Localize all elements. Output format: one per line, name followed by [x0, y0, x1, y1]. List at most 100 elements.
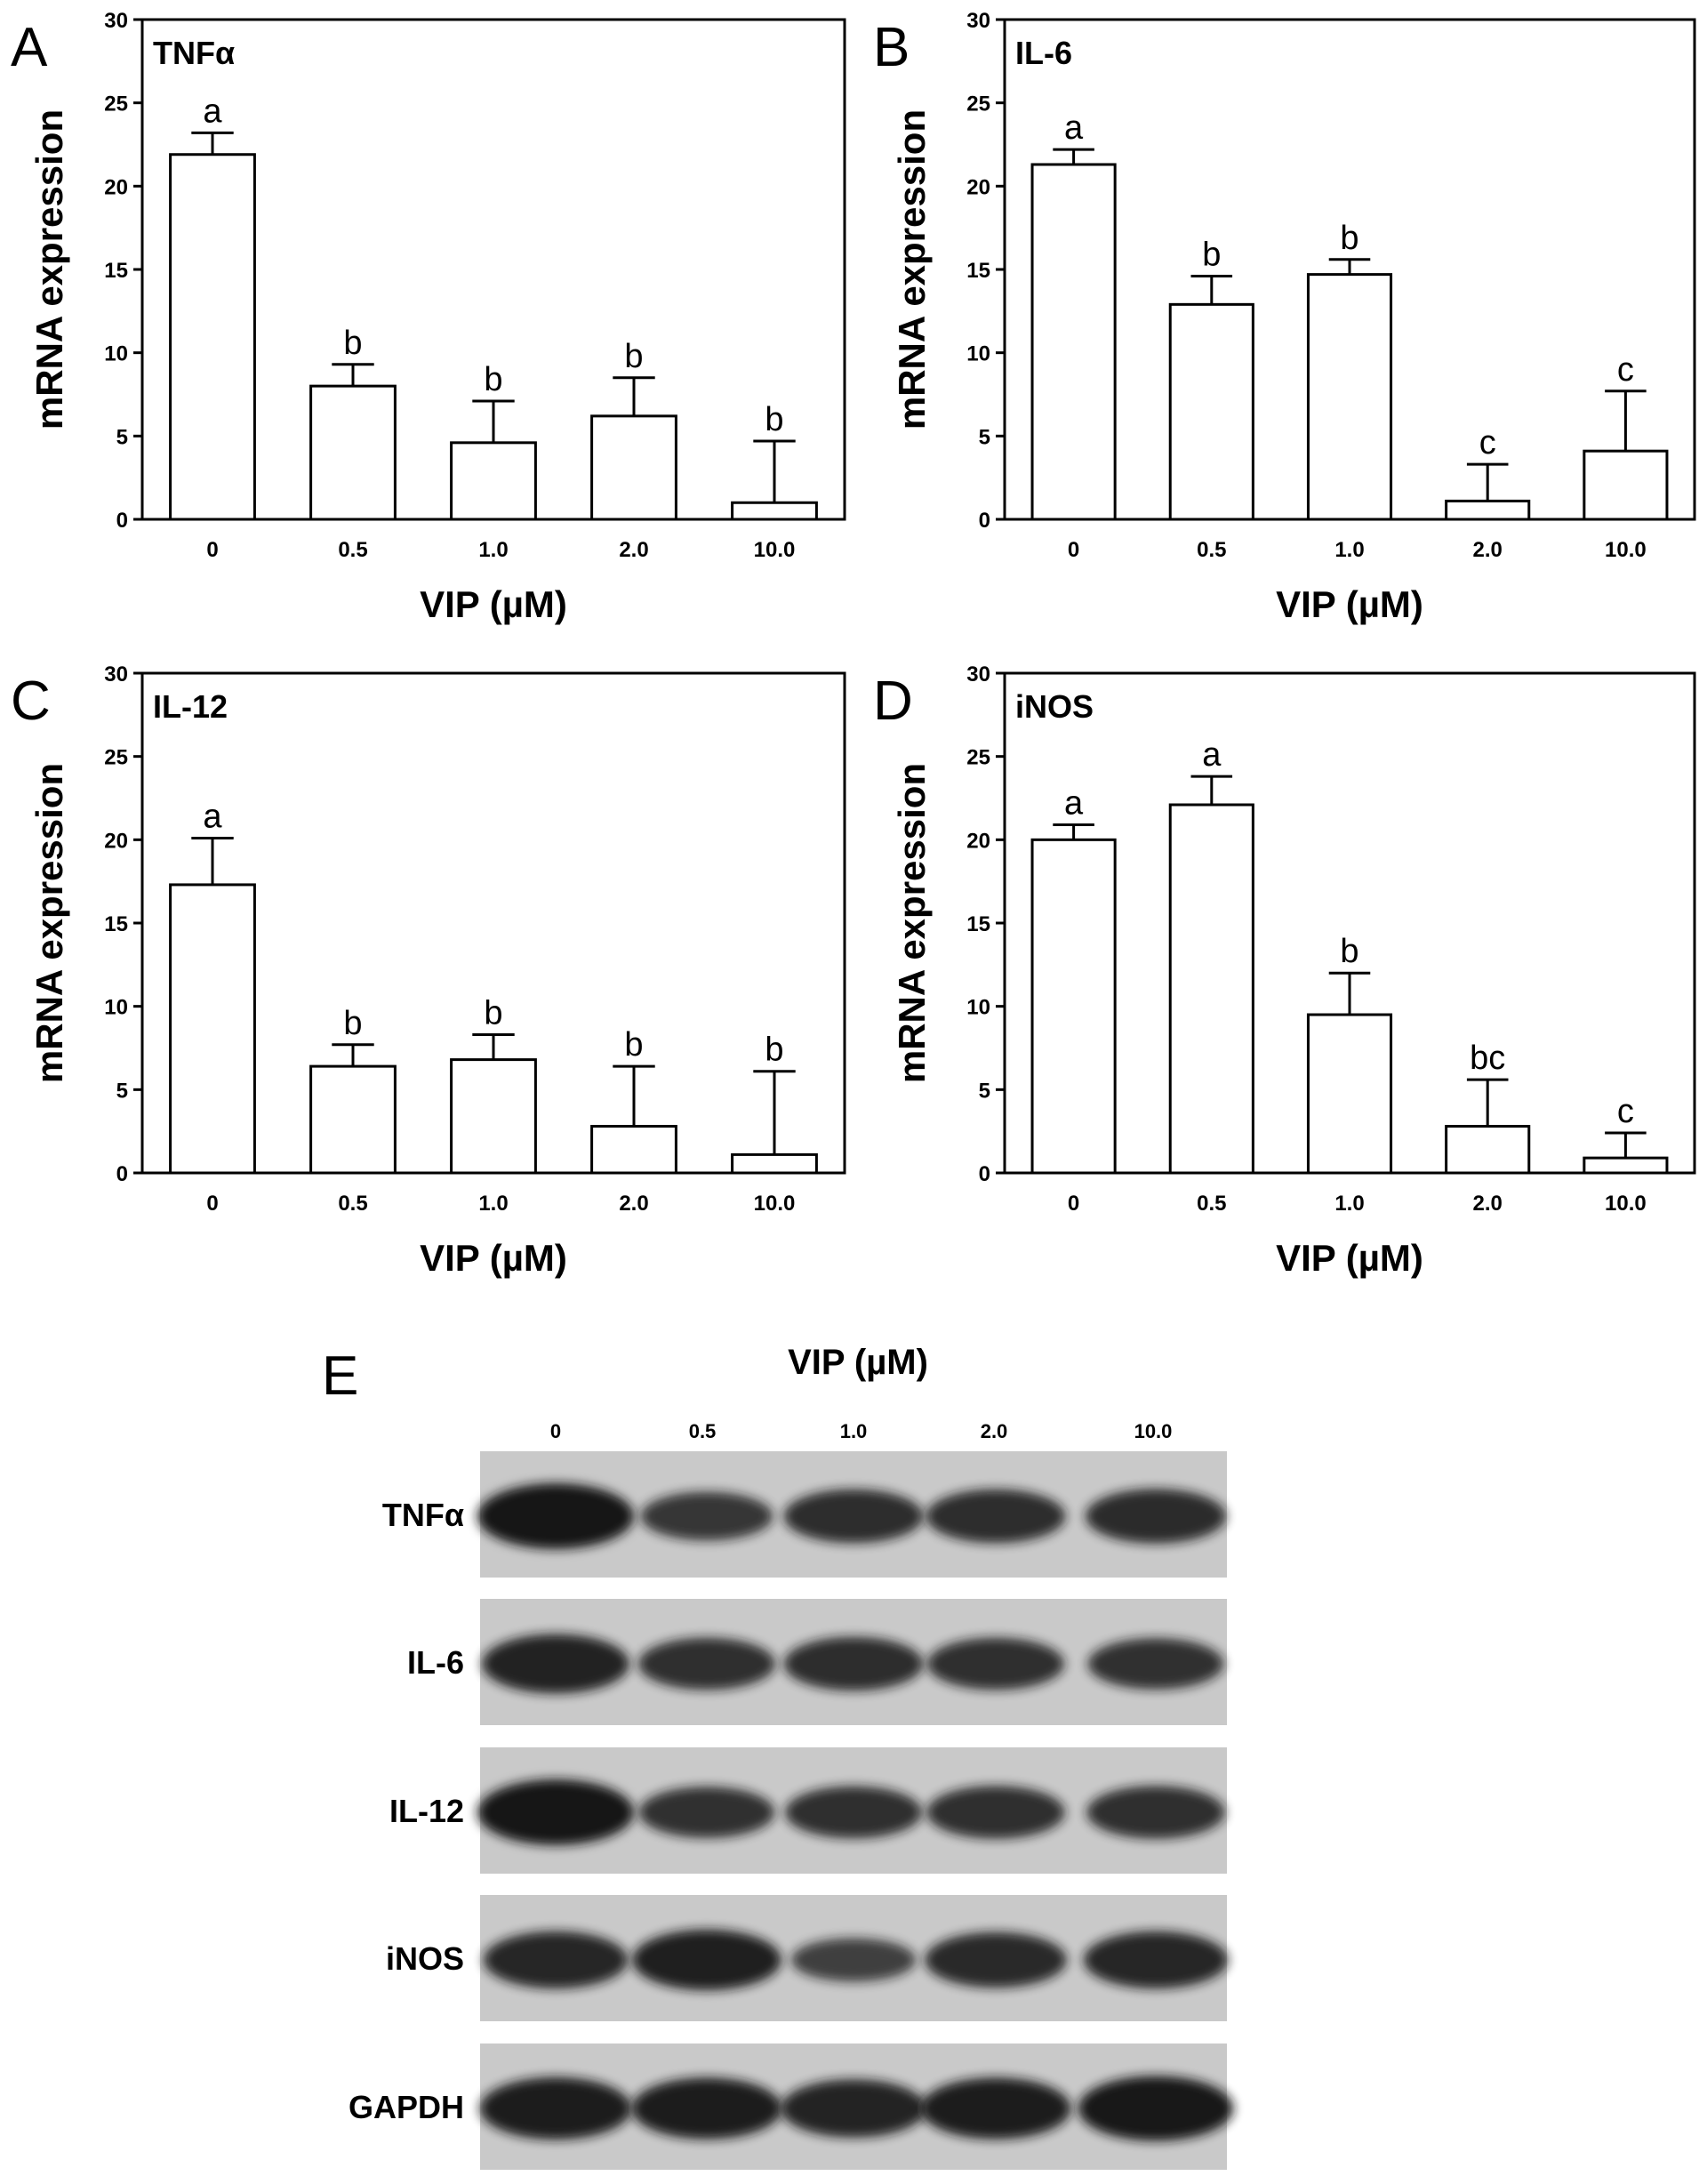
significance-letter: a: [1064, 109, 1084, 147]
bar-10.0: [1583, 1156, 1669, 1175]
blot-band: [925, 1931, 1067, 1988]
bar-0.5: [309, 384, 397, 521]
x-tick-label: 0.5: [1197, 538, 1226, 562]
y-tick-label: 25: [966, 92, 990, 116]
blot-row-label: TNFα: [382, 1497, 464, 1533]
blot-lane-label: 1.0: [840, 1420, 868, 1442]
significance-letter: b: [1340, 220, 1358, 257]
western-blot-panel: E VIP (µM) 0 0.5 1.0 2.0 10.0 TNFα IL-6 IL-12 iNOS…: [322, 1343, 1234, 2170]
x-tick-label: 0: [206, 1192, 218, 1216]
y-tick-label: 10: [966, 996, 990, 1020]
bar-charts: A TNFα 0 5 10 15 20 25 30 mRNA expression a 0 b 0.5 b 1…: [11, 9, 1696, 1279]
y-tick-label: 30: [966, 9, 990, 33]
blot-lane-label: 0: [550, 1420, 561, 1442]
blot-band: [790, 1938, 917, 1982]
chart-panel-a: A TNFα 0 5 10 15 20 25 30 mRNA expression a 0 b 0.5 b 1…: [11, 9, 846, 625]
y-tick-label: 30: [104, 662, 128, 687]
blot-row-inos: iNOS: [386, 1895, 1229, 2021]
significance-letter: a: [203, 798, 222, 835]
bar-0: [169, 883, 256, 1175]
bar-0.5: [1168, 803, 1254, 1175]
bar-2.0: [590, 414, 677, 521]
y-tick-label: 0: [116, 509, 128, 533]
bar-10.0: [731, 501, 818, 521]
significance-letter: a: [203, 92, 222, 130]
y-tick-label: 0: [979, 509, 990, 533]
x-axis-label: VIP (µM): [420, 583, 567, 625]
significance-letter: bc: [1470, 1040, 1505, 1077]
blot-band: [920, 2077, 1071, 2140]
y-tick-label: 20: [104, 829, 128, 853]
y-tick-label: 5: [979, 425, 990, 449]
bar-0: [169, 153, 256, 521]
x-axis-label: VIP (µM): [1276, 1237, 1423, 1279]
blot-band: [784, 1786, 923, 1839]
blot-row-il-12: IL-12: [389, 1747, 1227, 1874]
y-axis-label: mRNA expression: [891, 763, 933, 1083]
blot-band: [631, 2077, 782, 2140]
significance-letter: c: [1617, 351, 1634, 389]
bar-0.5: [309, 1064, 397, 1175]
x-tick-label: 0: [206, 538, 218, 562]
blot-row-gapdh: GAPDH: [349, 2043, 1234, 2170]
x-axis-label: VIP (µM): [1276, 583, 1423, 625]
blot-band: [477, 1483, 634, 1549]
x-tick-label: 2.0: [619, 1192, 648, 1216]
blot-band: [926, 1489, 1066, 1544]
x-axis-label: VIP (µM): [420, 1237, 567, 1279]
x-tick-label: 0: [1068, 1192, 1079, 1216]
blot-band: [632, 1929, 781, 1991]
blot-band: [783, 1489, 924, 1544]
panel-letter: C: [11, 670, 51, 732]
blot-band: [781, 2079, 926, 2138]
panel-letter: B: [873, 17, 910, 78]
y-tick-label: 25: [966, 746, 990, 770]
y-tick-label: 15: [966, 912, 990, 936]
x-tick-label: 2.0: [1473, 1192, 1503, 1216]
x-tick-label: 2.0: [619, 538, 648, 562]
blot-band: [483, 1931, 629, 1989]
bar-2.0: [590, 1125, 677, 1175]
y-tick-label: 0: [979, 1162, 990, 1186]
y-tick-label: 20: [104, 175, 128, 199]
significance-letter: a: [1064, 784, 1084, 822]
y-tick-label: 0: [116, 1162, 128, 1186]
bar-0: [1030, 838, 1117, 1175]
y-tick-label: 25: [104, 746, 128, 770]
significance-letter: b: [765, 1032, 783, 1069]
significance-letter: b: [1340, 933, 1358, 970]
y-tick-label: 10: [104, 342, 128, 366]
significance-letter: c: [1617, 1093, 1634, 1130]
y-tick-label: 10: [966, 342, 990, 366]
blot-band: [482, 1634, 629, 1694]
x-tick-label: 1.0: [478, 538, 508, 562]
panel-letter: D: [873, 670, 913, 732]
blot-band: [638, 1787, 775, 1838]
significance-letter: b: [765, 401, 783, 438]
blot-row-il-6: IL-6: [407, 1599, 1227, 1725]
y-tick-label: 5: [979, 1079, 990, 1103]
x-tick-label: 0.5: [338, 538, 367, 562]
bar-0: [1030, 163, 1117, 521]
y-tick-label: 5: [116, 425, 128, 449]
chart-title: iNOS: [1015, 688, 1094, 725]
x-tick-label: 0.5: [338, 1192, 367, 1216]
significance-letter: b: [484, 995, 502, 1032]
panel-letter: A: [11, 17, 48, 78]
x-tick-label: 10.0: [754, 538, 796, 562]
x-tick-label: 1.0: [478, 1192, 508, 1216]
blot-lane-label: 0.5: [689, 1420, 717, 1442]
significance-letter: c: [1479, 424, 1496, 462]
y-axis-label: mRNA expression: [28, 763, 70, 1083]
blot-band: [1085, 1489, 1227, 1544]
blot-band: [1086, 1786, 1225, 1839]
y-tick-label: 5: [116, 1079, 128, 1103]
blot-row-label: GAPDH: [349, 2089, 464, 2125]
chart-title: TNFα: [153, 35, 235, 71]
bar-10.0: [1583, 449, 1669, 521]
y-axis-label: mRNA expression: [28, 109, 70, 430]
blot-row-tnf-: TNFα: [382, 1451, 1227, 1578]
blot-lane-label: 2.0: [981, 1420, 1008, 1442]
blot-band: [477, 1779, 634, 1845]
